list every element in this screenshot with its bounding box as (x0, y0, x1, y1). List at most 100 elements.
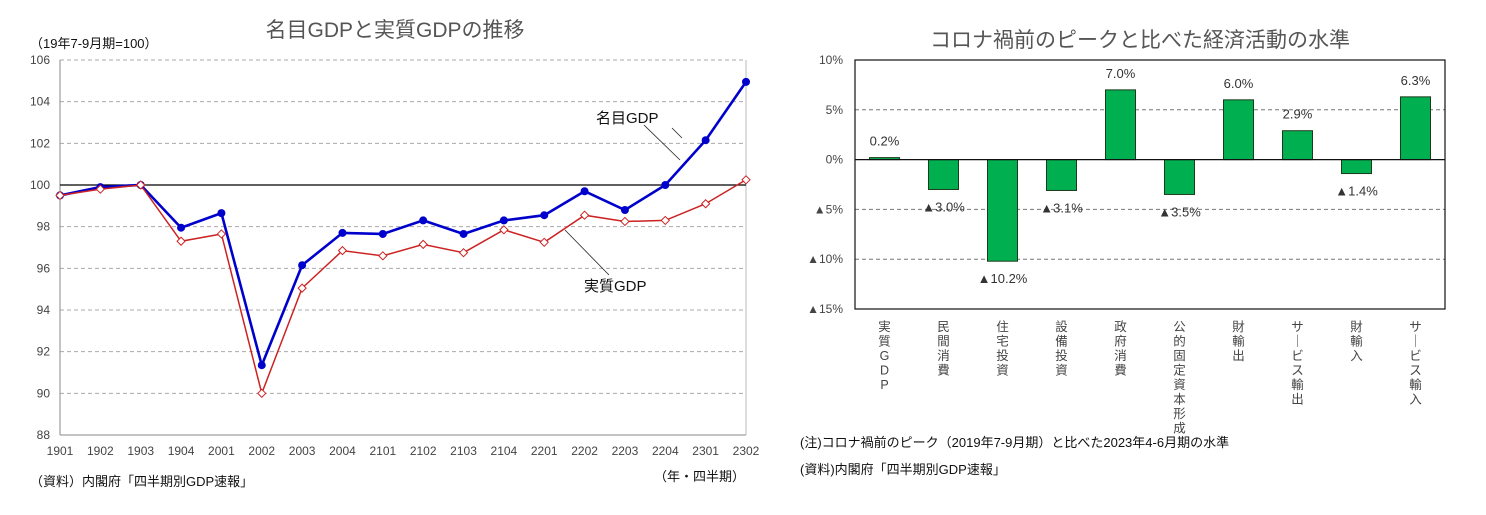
category-label-char: 費 (1114, 363, 1127, 378)
x-tick-label: 2001 (208, 444, 235, 458)
grid-lines (854, 59, 1446, 310)
data-point-real-gdp (216, 229, 227, 239)
annotation-real-gdp: 実質GDP (584, 277, 647, 295)
bar-8 (1341, 159, 1372, 175)
y-tick-label: ▲15% (807, 302, 843, 316)
data-point-real-gdp (458, 248, 469, 258)
data-point-real-gdp (297, 283, 307, 293)
x-tick-label: 2302 (733, 444, 760, 458)
category-label-char: 輸 (1232, 334, 1245, 349)
data-point-nominal-gdp (217, 209, 226, 218)
x-tick-label: 1902 (87, 444, 114, 458)
data-point-nominal-gdp (620, 206, 629, 214)
data-label: ▲3.0% (922, 199, 965, 214)
category-label-char: ス (1409, 364, 1422, 378)
data-point-real-gdp (378, 251, 388, 261)
category-label-char: 公 (1173, 320, 1186, 334)
activity-level-chart-panel: コロナ禍前のピークと比べた経済活動の水準 10% 5% 0% ▲5% ▲10% ▲15% … (780, 0, 1486, 511)
note-text: (注)コロナ禍前のピーク（2019年7-9月期）と比べた2023年4-6月期の水… (800, 435, 1229, 450)
y-tick-label: 98 (37, 220, 51, 234)
data-point-real-gdp (700, 199, 711, 209)
category-label-char: 定 (1173, 363, 1186, 378)
category-label-char: ｜ (1409, 334, 1422, 349)
category-label-char: 質 (878, 334, 891, 349)
data-point-nominal-gdp (661, 181, 670, 189)
data-point-real-gdp (95, 184, 106, 194)
data-point-nominal-gdp (540, 211, 549, 220)
data-point-real-gdp (620, 216, 630, 227)
category-label-char: G (880, 349, 890, 363)
data-label: ▲1.4% (1335, 184, 1378, 199)
category-label-char: 宅 (996, 334, 1009, 349)
data-labels-layer: 0.2% ▲3.0% ▲10.2% ▲3.1% 7.0% ▲3.5% 6.0% 2.9% ▲1.… (870, 66, 1431, 286)
category-label-char: ス (1291, 364, 1304, 378)
category-label-char: 住 (996, 320, 1009, 334)
data-point-nominal-gdp (338, 228, 347, 237)
series-line-real-gdp (59, 179, 747, 396)
x-tick-label: 2204 (652, 444, 679, 458)
category-label-char: P (880, 378, 888, 392)
x-tick-label: 2002 (248, 444, 275, 458)
category-label-char: 備 (1055, 334, 1068, 349)
gdp-trend-chart-panel: 名目GDPと実質GDPの推移 （19年7-9月期=100） 88 90 92 94 96… (30, 19, 760, 489)
bar-9 (1400, 96, 1431, 161)
y-tick-label: ▲5% (814, 202, 844, 216)
x-tick-label: 2104 (491, 444, 518, 458)
bar-4 (1105, 89, 1136, 161)
y-tick-label: 102 (30, 136, 50, 150)
y-tick-label: 92 (37, 345, 51, 359)
category-label-char: 出 (1232, 349, 1245, 363)
y-tick-label: 10% (819, 53, 843, 67)
category-label-char: 投 (996, 348, 1009, 363)
category-label-char: 入 (1350, 349, 1363, 363)
data-point-nominal-gdp (742, 77, 750, 86)
category-label-char: ビ (1291, 349, 1304, 363)
data-point-nominal-gdp (419, 216, 428, 225)
bars-layer (855, 89, 1445, 262)
y-tick-label: 106 (30, 53, 50, 67)
category-label-char: 輸 (1350, 334, 1363, 349)
category-label-char: 政 (1114, 320, 1127, 334)
annotation-nominal-gdp: 名目GDP (596, 110, 659, 127)
category-label-char: 入 (1409, 393, 1422, 407)
data-point-nominal-gdp (459, 229, 468, 238)
y-tick-label: 88 (37, 428, 51, 442)
annotation-leader-real (564, 229, 610, 276)
chart-title: 名目GDPと実質GDPの推移 (265, 19, 524, 42)
category-label-char: 府 (1114, 334, 1127, 349)
x-tick-label: 2202 (571, 444, 598, 458)
y-tick-label: 94 (37, 303, 51, 317)
data-label: 2.9% (1283, 107, 1313, 122)
y-tick-label: 96 (37, 261, 51, 275)
data-point-real-gdp (660, 215, 671, 226)
category-label-char: 民 (937, 320, 950, 334)
x-tick-label: 2203 (612, 444, 639, 458)
y-tick-label: 90 (37, 386, 51, 400)
category-label-char: 資 (1055, 364, 1068, 378)
category-label-char: 設 (1055, 319, 1068, 334)
category-label-char: 出 (1291, 393, 1304, 407)
data-point-real-gdp (176, 236, 186, 246)
data-point-nominal-gdp (580, 187, 589, 196)
data-point-real-gdp (499, 225, 509, 235)
x-tick-label: 1903 (127, 444, 154, 458)
data-label: 6.0% (1224, 76, 1254, 91)
annotation-leader-nominal (671, 127, 683, 139)
gdp-trend-chart: 名目GDPと実質GDPの推移 （19年7-9月期=100） 88 90 92 94 96… (30, 19, 760, 489)
bar-1 (928, 159, 959, 190)
series-layer (55, 77, 751, 399)
category-label-char: サ (1409, 320, 1422, 334)
category-label-char: 財 (1232, 319, 1245, 334)
data-point-nominal-gdp (701, 136, 710, 145)
x-axis-label: （年・四半期） (654, 469, 745, 484)
category-label-char: ｜ (1291, 334, 1304, 349)
data-point-nominal-gdp (298, 261, 307, 270)
chart-title: コロナ禍前のピークと比べた経済活動の水準 (930, 29, 1350, 52)
y-tick-label: 104 (30, 95, 50, 109)
y-tick-label: 100 (30, 178, 50, 192)
data-label: 0.2% (870, 134, 900, 149)
bar-3 (1046, 159, 1077, 191)
category-label-char: 費 (937, 363, 950, 378)
y-tick-label: ▲10% (807, 252, 843, 266)
source-note: （資料）内閣府「四半期別GDP速報」 (30, 474, 253, 489)
